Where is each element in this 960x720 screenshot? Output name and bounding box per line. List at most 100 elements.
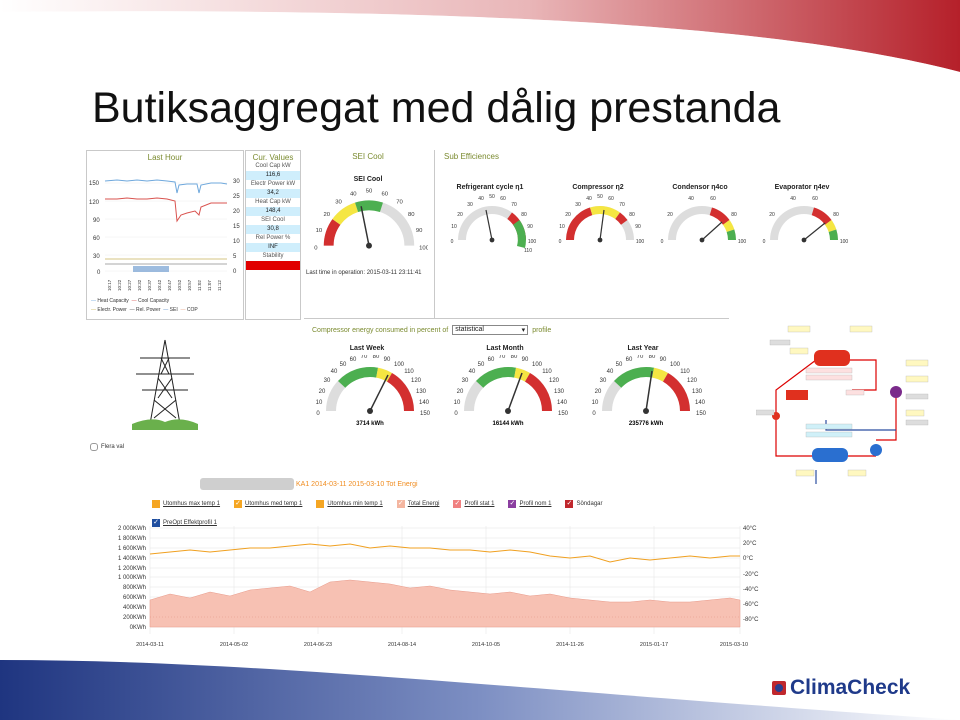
sei-tick: 60 [381,191,388,197]
last-hour-ytick: 30 [93,254,100,260]
year-tick: 140 [695,400,706,406]
last-hour-xtick: 10:27 [127,279,132,291]
last-hour-xtick: 10:47 [167,279,172,291]
energy-chart-title: KA1 2014-03-11 2015-03-10 Tot Energi [296,480,418,488]
energy-ytick: 2 000KWh [118,526,146,532]
legend-preopt[interactable]: ✓ PreOpt Effektprofil 1 [152,519,217,527]
year-tick: 40 [607,369,614,375]
legend-cool-capacity[interactable]: — Cool Capacity [131,298,170,304]
bottom-swoosh-decoration [0,660,960,720]
legend-sondagar[interactable]: ✓ Söndagar [565,500,603,508]
top-swoosh-decoration [0,0,960,77]
refrigerant-cycle-title: Refrigerant cycle η1 [456,184,524,191]
last-hour-ytick: 150 [89,181,100,187]
profile-dropdown[interactable]: statistical ▾ [452,325,529,335]
legend-total-energi[interactable]: ✓ Total Energi [396,500,440,508]
sei-tick: 20 [323,212,330,218]
utomhus-med-temp-line [149,543,740,563]
energy-ytick: 200KWh [123,615,146,621]
evaporator-tick: 0 [763,239,766,245]
energy-chart-title-bar: KA1 2014-03-11 2015-03-10 Tot Energi [200,478,500,490]
legend-sei[interactable]: — SEI [163,307,178,313]
compressor-gauge: 0 10 20 30 40 50 60 70 80 90 100 [559,194,645,245]
evaporator-tick: 20 [769,212,775,218]
compressor-tick: 50 [597,194,603,200]
checkbox-icon[interactable]: ✓ [565,500,574,508]
energy-xtick: 2015-03-10 [720,642,748,648]
energy-ytick: 1 600KWh [118,546,146,552]
year-tick: 120 [687,378,698,384]
flera-val-checkbox[interactable]: Flera val [90,443,124,451]
checkbox-box[interactable] [90,443,98,451]
refrigerant-cycle-gauge: 0 10 20 30 40 50 60 70 80 90 100 110 [451,194,537,254]
electr-power-label: Electr Power kW [246,180,300,189]
sei-tick: 100 [419,246,428,252]
energy-ytick-right: -60°C [743,602,759,608]
sei-tick: 0 [314,246,318,252]
last-hour-ytick-right: 10 [233,239,240,245]
checkbox-icon[interactable]: ✓ [453,500,462,508]
power-pylon-image [132,338,198,430]
total-energi-area [149,579,741,628]
refrigerant-tick: 20 [457,212,463,218]
sub-efficiences-section: Sub Efficiences Refrigerant cycle η1 Com… [440,150,860,260]
month-tick: 60 [488,357,495,363]
checkbox-icon[interactable] [316,500,325,508]
refrigerant-tick: 100 [528,239,537,245]
legend-utomhus-med[interactable]: ✓ Utomhus med temp 1 [234,500,303,508]
last-year-value: 235776 kWh [629,421,664,427]
last-month-gauge: 0 10 20 30 40 50 60 70 80 90 100 110 120… [454,355,568,427]
cool-capacity-line [105,197,227,223]
checkbox-icon[interactable]: ✓ [396,500,405,508]
checkbox-icon[interactable]: ✓ [508,500,517,508]
month-tick: 120 [549,378,560,384]
cur-values-title: Cur. Values [252,153,294,162]
month-tick: 140 [557,400,568,406]
condensor-tick: 40 [688,196,694,202]
last-week-value: 3714 kWh [356,421,384,427]
checkbox-icon[interactable]: ✓ [152,519,160,527]
last-hour-ytick: 60 [93,236,100,242]
last-hour-legend: — Heat Capacity — Cool Capacity — Electr… [91,297,239,315]
last-hour-ytick: 120 [89,200,100,206]
checkbox-icon[interactable]: ✓ [234,500,243,508]
compressor-title: Compressor η2 [572,184,624,191]
last-hour-xtick: 11:12 [217,280,222,291]
energy-ytick-right: -20°C [743,572,759,578]
year-tick: 110 [680,369,690,375]
sei-tick: 40 [350,191,357,197]
sei-tick: 30 [335,199,342,205]
legend-utomhus-min[interactable]: Utomhus min temp 1 [316,500,383,508]
energy-ytick: 1 200KWh [118,566,146,572]
legend-rel-power[interactable]: — Rel. Power [129,307,161,313]
legend-profil-nom[interactable]: ✓ Profil nom 1 [508,500,552,508]
energy-xtick: 2014-11-26 [556,642,584,648]
compressor-tick: 20 [565,212,571,218]
cur-values-panel: Cur. Values Cool Cap kW 116,6 Electr Pow… [245,150,301,320]
legend-utomhus-max[interactable]: Utomhus max temp 1 [152,500,220,508]
sei-cool-gauge: 0 10 20 30 40 50 60 70 80 90 100 [314,189,428,252]
sei-cool-header: SEI Cool [352,152,384,161]
legend-profil-stat[interactable]: ✓ Profil stat 1 [453,500,495,508]
refrigerant-tick: 90 [527,224,533,230]
checkbox-icon[interactable] [152,500,160,508]
week-tick: 0 [316,411,320,417]
heat-capacity-line [104,179,228,194]
sei-tick: 70 [396,199,403,205]
cool-cap-value: 116,6 [246,171,300,180]
week-tick: 100 [394,362,405,368]
compressor-tick: 30 [575,202,581,208]
legend-heat-capacity[interactable]: — Heat Capacity [91,298,129,304]
legend-cop[interactable]: — COP [180,307,198,313]
condensor-tick: 100 [738,239,747,245]
stability-indicator [246,261,300,270]
energy-xtick: 2014-05-02 [220,642,248,648]
last-hour-ytick: 0 [97,270,101,276]
last-time-in-operation: Last time in operation: 2015-03-11 23:11… [306,270,422,276]
compressor-tick: 70 [619,202,625,208]
energy-chart-legend: Utomhus max temp 1 ✓ Utomhus med temp 1 U… [152,500,712,529]
legend-electr-power[interactable]: — Electr. Power [91,307,127,313]
energy-ytick: 0KWh [130,625,146,631]
year-tick: 100 [670,362,681,368]
energy-ytick-right: -40°C [743,587,759,593]
